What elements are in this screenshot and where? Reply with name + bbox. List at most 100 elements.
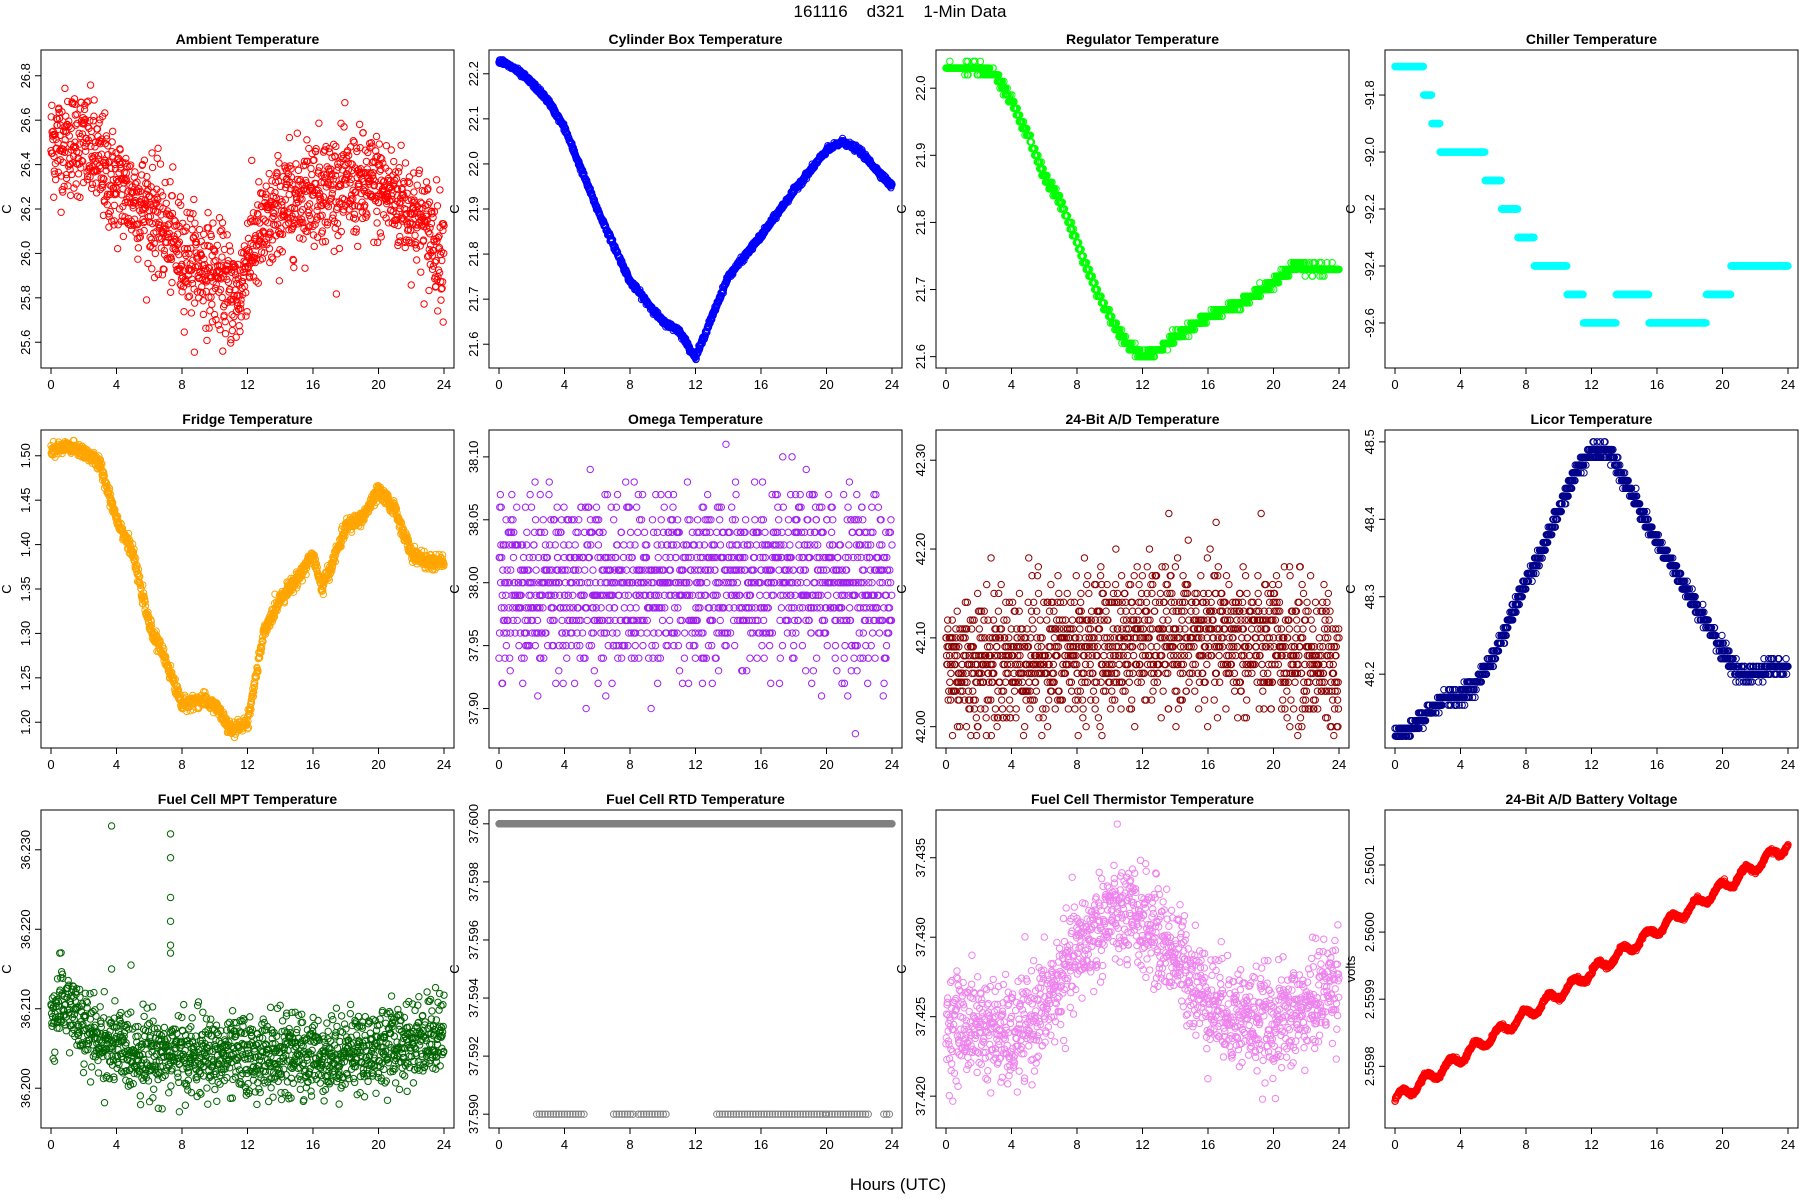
data-point [276, 245, 284, 254]
data-point [59, 158, 67, 167]
data-point [284, 219, 293, 227]
x-tick-label: 4 [1008, 377, 1015, 392]
data-point [119, 232, 128, 241]
data-point [260, 249, 268, 257]
data-point [49, 135, 57, 144]
data-point [110, 217, 118, 225]
data-point [289, 181, 297, 189]
data-point [395, 164, 403, 172]
data-point [272, 194, 281, 202]
data-point [270, 212, 278, 221]
data-point [51, 130, 59, 139]
data-point [225, 242, 234, 250]
data-point [275, 159, 283, 167]
y-tick-label: 26.6 [18, 108, 33, 133]
data-point [107, 217, 116, 225]
x-tick-label: 20 [371, 377, 385, 392]
data-point [293, 175, 302, 184]
data-point [138, 160, 147, 169]
data-point [110, 221, 118, 229]
data-point [293, 129, 302, 137]
data-point [216, 286, 225, 294]
data-point [204, 208, 212, 217]
data-point [50, 167, 58, 175]
data-point [278, 230, 287, 239]
data-point [140, 199, 148, 208]
data-point [377, 233, 385, 241]
data-point [294, 220, 302, 228]
data-point [143, 200, 151, 208]
data-point [290, 204, 299, 213]
data-point [157, 188, 165, 196]
data-point [50, 152, 58, 161]
y-tick-label: 21.6 [466, 332, 481, 357]
data-point [310, 242, 318, 251]
data-point [178, 288, 186, 296]
data-point [217, 275, 225, 283]
data-point [223, 231, 231, 239]
series-points [942, 57, 1343, 361]
data-point [176, 266, 184, 274]
data-point [78, 156, 86, 165]
x-tick-label: 0 [942, 377, 949, 392]
data-point [166, 212, 175, 220]
y-axis-label: C [0, 204, 14, 213]
data-point [134, 244, 143, 252]
data-point [162, 199, 170, 207]
data-point [65, 122, 73, 131]
data-point [285, 133, 294, 142]
data-point [154, 195, 162, 204]
data-point [160, 265, 168, 274]
data-point [47, 113, 55, 121]
data-point [946, 57, 954, 66]
data-point [154, 144, 162, 153]
data-point [180, 328, 188, 336]
data-point [1308, 272, 1317, 280]
data-point [77, 164, 85, 172]
data-point [53, 121, 61, 129]
data-point [104, 142, 112, 150]
data-point [130, 215, 139, 223]
data-point [154, 270, 163, 279]
x-axis-label: Hours (UTC) [850, 1175, 946, 1194]
data-point [242, 312, 250, 320]
data-point [113, 244, 122, 253]
data-point [86, 173, 94, 181]
x-tick-label: 0 [495, 377, 502, 392]
data-point [111, 164, 120, 173]
data-point [226, 285, 234, 294]
data-point [141, 204, 150, 212]
data-point [136, 233, 145, 241]
data-point [135, 234, 143, 242]
data-point [74, 170, 83, 178]
data-point [196, 288, 205, 296]
data-point [61, 136, 69, 144]
data-point [66, 166, 74, 174]
data-point [199, 230, 208, 239]
data-point [125, 162, 134, 171]
data-point [245, 273, 254, 282]
panel-title: Cylinder Box Temperature [608, 31, 782, 47]
data-point [318, 227, 327, 235]
data-point [76, 193, 84, 202]
data-point [134, 255, 142, 263]
data-point [434, 307, 442, 315]
data-point [176, 193, 185, 201]
data-point [305, 211, 314, 220]
data-point [432, 176, 441, 184]
data-point [217, 226, 226, 234]
data-point [240, 242, 249, 250]
data-point [109, 127, 117, 136]
data-point [249, 209, 258, 217]
data-point [187, 244, 195, 252]
data-point [218, 219, 227, 227]
data-point [205, 293, 213, 301]
data-point [126, 221, 135, 230]
data-point [271, 188, 279, 197]
data-point [407, 281, 415, 289]
data-point [78, 130, 87, 138]
data-point [228, 326, 237, 335]
series-points [47, 81, 448, 356]
